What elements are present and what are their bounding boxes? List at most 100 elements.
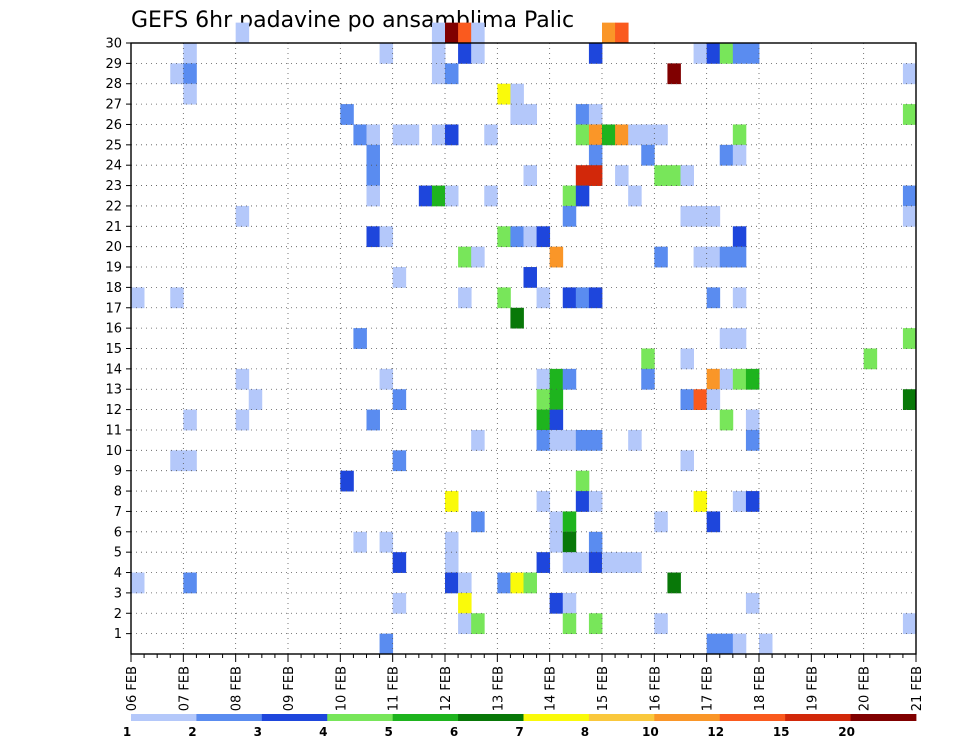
y-tick-label: 14 <box>105 362 122 377</box>
y-tick-label: 3 <box>114 586 122 601</box>
y-tick-label: 29 <box>105 57 122 72</box>
heatmap-cell <box>392 267 407 288</box>
heatmap-cell <box>549 592 564 614</box>
heatmap-cell <box>641 124 655 146</box>
heatmap-cell <box>719 144 734 166</box>
chart-title: GEFS 6hr padavine po ansamblima Palic <box>131 8 574 33</box>
heatmap-cell <box>183 63 197 85</box>
heatmap-cell <box>745 43 760 64</box>
plot-frame <box>130 42 917 655</box>
heatmap-cell <box>536 429 551 451</box>
y-tick-label: 12 <box>105 403 122 418</box>
heatmap-cell <box>719 633 734 655</box>
y-tick-label: 11 <box>105 423 122 438</box>
y-tick-label: 5 <box>114 546 122 561</box>
y-tick-label: 24 <box>105 159 122 174</box>
heatmap-cell <box>392 450 407 472</box>
heatmap-cell <box>497 226 511 248</box>
heatmap-cell <box>628 552 642 573</box>
color-bar-label: 20 <box>838 725 855 739</box>
y-tick-label: 30 <box>105 37 122 52</box>
color-bar-label: 7 <box>515 725 523 739</box>
heatmap-cell <box>575 124 590 146</box>
heatmap-cell <box>693 491 708 512</box>
heatmap-cell <box>510 104 524 125</box>
x-tick-label: 10 FEB <box>334 666 349 711</box>
y-tick-label: 27 <box>105 98 122 113</box>
heatmap-cells <box>131 22 917 655</box>
heatmap-cell <box>549 409 564 431</box>
heatmap-cell <box>562 511 577 533</box>
heatmap-cell <box>366 226 380 248</box>
y-tick-label: 10 <box>105 444 122 459</box>
color-bar-label: 5 <box>384 725 392 739</box>
heatmap-cell <box>745 429 760 451</box>
heatmap-cell <box>431 22 446 44</box>
heatmap-cell <box>235 409 250 431</box>
x-tick-label: 11 FEB <box>387 666 402 711</box>
heatmap-cell <box>732 287 747 309</box>
heatmap-cell <box>366 185 380 207</box>
heatmap-cell <box>602 552 616 573</box>
heatmap-cell <box>588 124 603 146</box>
heatmap-cell <box>458 613 472 635</box>
color-bar-segment <box>392 714 459 721</box>
heatmap-cell <box>615 552 629 573</box>
heatmap-cell <box>392 124 407 146</box>
y-tick-label: 22 <box>105 199 122 214</box>
heatmap-cell <box>902 104 917 125</box>
heatmap-cell <box>654 246 668 268</box>
heatmap-cell <box>471 429 485 451</box>
y-tick-label: 26 <box>105 118 122 133</box>
heatmap-cell <box>641 144 655 166</box>
heatmap-cell <box>549 511 564 533</box>
heatmap-cell <box>183 572 197 594</box>
y-tick-label: 6 <box>114 525 122 540</box>
heatmap-cell <box>523 572 537 594</box>
heatmap-cell <box>445 22 459 44</box>
x-tick-label: 07 FEB <box>177 666 192 711</box>
heatmap-cell <box>680 389 694 410</box>
color-bar: 1 2 3 4 5 6 7 8 10 12 15 20 <box>123 714 917 739</box>
heatmap-cell <box>549 368 564 390</box>
heatmap-cell <box>654 511 668 533</box>
heatmap-cell <box>562 531 577 553</box>
heatmap-cell <box>366 124 380 146</box>
heatmap-cell <box>458 246 472 268</box>
y-tick-label: 8 <box>114 485 122 500</box>
heatmap-cell <box>615 165 629 186</box>
heatmap-cell <box>497 287 511 309</box>
heatmap-cell <box>431 43 446 64</box>
heatmap-cell <box>588 43 603 64</box>
heatmap-cell <box>615 22 629 44</box>
color-bar-segment <box>131 714 197 721</box>
heatmap-cell <box>667 63 681 85</box>
x-tick-label: 12 FEB <box>439 666 454 711</box>
color-bar-label: 3 <box>254 725 262 739</box>
heatmap-cell <box>588 491 603 512</box>
heatmap-cell <box>235 368 250 390</box>
heatmap-cell <box>235 205 250 227</box>
heatmap-cell <box>458 43 472 64</box>
heatmap-cell <box>379 633 394 655</box>
heatmap-cell <box>523 267 537 288</box>
heatmap-cell <box>510 307 524 329</box>
heatmap-cell <box>588 144 603 166</box>
heatmap-cell <box>628 429 642 451</box>
heatmap-cell <box>719 43 734 64</box>
heatmap-cell <box>379 226 394 248</box>
heatmap-cell <box>654 613 668 635</box>
heatmap-cell <box>588 287 603 309</box>
x-tick-label: 19 FEB <box>805 666 820 711</box>
heatmap-cell <box>745 409 760 431</box>
heatmap-cell <box>445 491 459 512</box>
heatmap-cell <box>562 287 577 309</box>
heatmap-cell <box>719 368 734 390</box>
heatmap-cell <box>392 592 407 614</box>
heatmap-cell <box>732 368 747 390</box>
heatmap-cell <box>706 205 721 227</box>
heatmap-cell <box>693 205 708 227</box>
heatmap-cell <box>183 43 197 64</box>
heatmap-cell <box>379 43 394 64</box>
y-tick-label: 13 <box>105 383 122 398</box>
